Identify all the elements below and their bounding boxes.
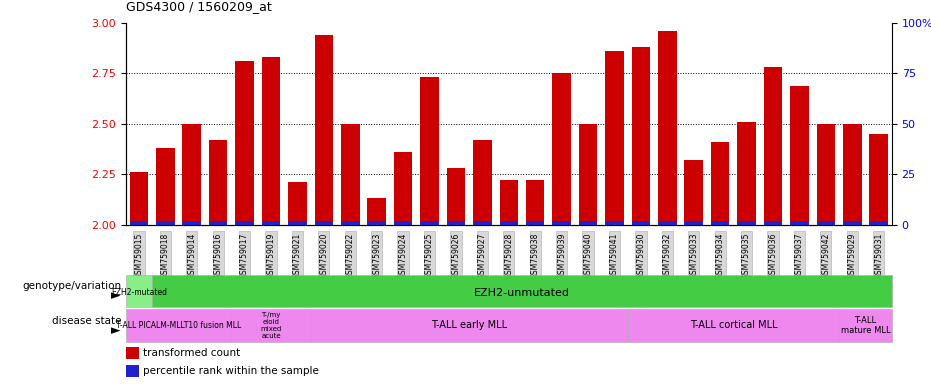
Bar	[394, 152, 412, 225]
Bar	[790, 86, 809, 225]
Bar	[209, 221, 227, 225]
Text: EZH2-mutated: EZH2-mutated	[111, 288, 167, 297]
Text: ►: ►	[112, 289, 121, 302]
Bar	[156, 148, 175, 225]
Bar	[627, 309, 839, 342]
Bar	[315, 35, 333, 225]
Bar	[816, 221, 835, 225]
Bar	[631, 47, 650, 225]
Bar	[684, 160, 703, 225]
Text: disease state: disease state	[51, 316, 121, 326]
Bar	[843, 124, 861, 225]
Bar	[341, 221, 359, 225]
Text: T-ALL PICALM-MLLT10 fusion MLL: T-ALL PICALM-MLLT10 fusion MLL	[115, 321, 241, 330]
Bar	[420, 78, 439, 225]
Bar	[447, 168, 466, 225]
Text: ►: ►	[112, 324, 121, 337]
Bar	[236, 221, 254, 225]
Bar	[552, 221, 571, 225]
Bar	[839, 309, 892, 342]
Bar	[737, 122, 756, 225]
Bar	[790, 221, 809, 225]
Bar	[289, 221, 306, 225]
Bar	[262, 57, 280, 225]
Bar	[711, 221, 729, 225]
Bar	[658, 31, 677, 225]
Text: T-/my
eloid
mixed
acute: T-/my eloid mixed acute	[261, 312, 281, 339]
Bar	[315, 221, 333, 225]
Bar	[763, 221, 782, 225]
Bar	[500, 221, 518, 225]
Text: T-ALL early MLL: T-ALL early MLL	[431, 320, 507, 331]
Bar	[737, 221, 756, 225]
Bar	[605, 51, 624, 225]
Bar	[236, 61, 254, 225]
Bar	[473, 221, 492, 225]
Bar	[579, 221, 598, 225]
Bar	[870, 221, 888, 225]
Bar	[182, 221, 201, 225]
Bar	[394, 221, 412, 225]
Bar	[870, 134, 888, 225]
Bar	[289, 182, 306, 225]
Bar	[500, 180, 518, 225]
Text: EZH2-unmutated: EZH2-unmutated	[474, 288, 570, 298]
Bar	[126, 347, 139, 359]
Bar	[262, 221, 280, 225]
Bar	[129, 172, 148, 225]
Bar	[126, 309, 232, 342]
Bar	[684, 221, 703, 225]
Bar	[311, 309, 627, 342]
Text: T-ALL cortical MLL: T-ALL cortical MLL	[690, 320, 777, 331]
Bar	[763, 68, 782, 225]
Bar	[209, 140, 227, 225]
Bar	[126, 365, 139, 376]
Bar	[579, 124, 598, 225]
Bar	[341, 124, 359, 225]
Bar	[473, 140, 492, 225]
Bar	[182, 124, 201, 225]
Bar	[711, 142, 729, 225]
Bar	[843, 221, 861, 225]
Text: percentile rank within the sample: percentile rank within the sample	[143, 366, 319, 376]
Text: genotype/variation: genotype/variation	[22, 281, 121, 291]
Bar	[552, 73, 571, 225]
Text: T-ALL
mature MLL: T-ALL mature MLL	[841, 316, 890, 335]
Bar	[156, 221, 175, 225]
Bar	[605, 221, 624, 225]
Text: transformed count: transformed count	[143, 348, 240, 358]
Bar	[420, 221, 439, 225]
Bar	[368, 221, 386, 225]
Bar	[526, 221, 545, 225]
Bar	[126, 275, 152, 307]
Bar	[816, 124, 835, 225]
Bar	[631, 221, 650, 225]
Bar	[232, 309, 311, 342]
Bar	[368, 199, 386, 225]
Bar	[526, 180, 545, 225]
Bar	[447, 221, 466, 225]
Bar	[129, 221, 148, 225]
Text: GDS4300 / 1560209_at: GDS4300 / 1560209_at	[126, 0, 272, 13]
Bar	[658, 221, 677, 225]
